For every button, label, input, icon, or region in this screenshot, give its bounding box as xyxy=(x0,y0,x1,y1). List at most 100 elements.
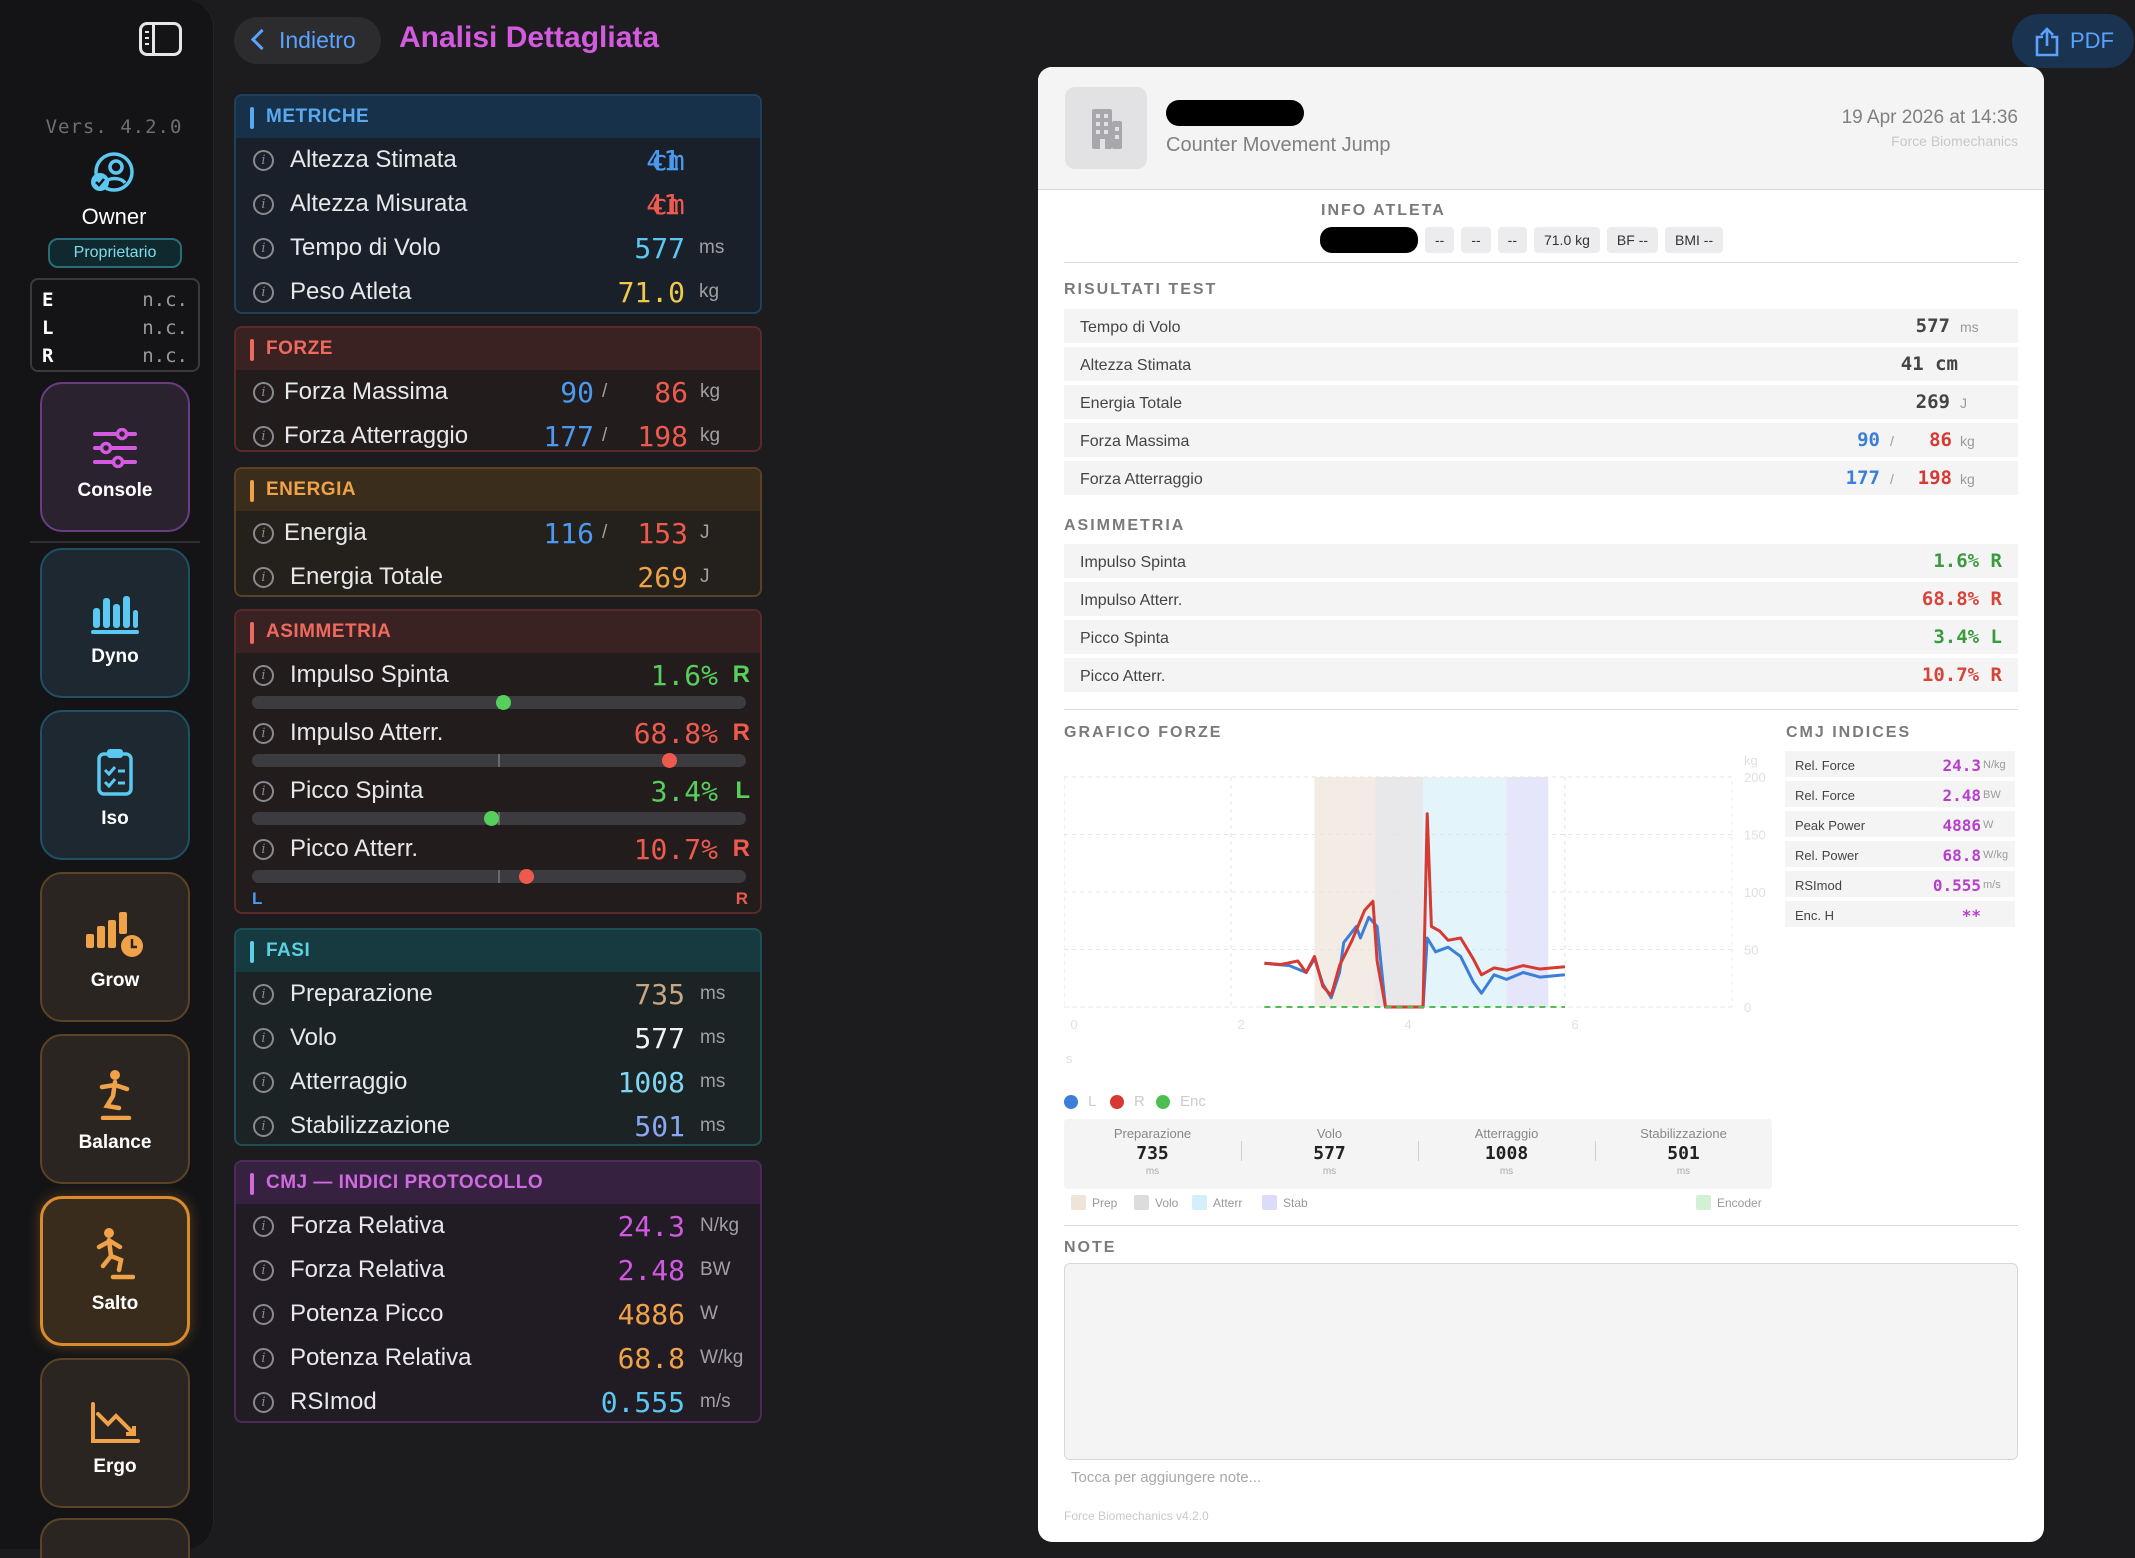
nav-console-button[interactable]: Console xyxy=(40,382,190,532)
y-tick-label: 150 xyxy=(1744,828,1766,843)
series-line-r xyxy=(1264,812,1566,1009)
y-tick-label: 100 xyxy=(1744,885,1766,900)
pdf-export-button[interactable]: PDF xyxy=(2012,14,2134,68)
asym-row: Picco Atterr. 10.7% R xyxy=(1064,658,2018,694)
asym-side: R xyxy=(732,661,750,688)
notes-placeholder: Tocca per aggiungere note... xyxy=(1071,1469,1262,1486)
index-row: Rel. Force 2.48 BW xyxy=(1785,781,2015,809)
info-icon[interactable]: i xyxy=(253,665,274,686)
section-title-notes: NOTE xyxy=(1064,1239,1117,1256)
metric-value: 41 xyxy=(646,187,680,221)
info-icon[interactable]: i xyxy=(253,839,274,860)
nav-grow-button[interactable]: Grow xyxy=(40,872,190,1022)
back-button[interactable]: Indietro xyxy=(234,17,381,64)
card-cmj-indici: CMJ — INDICI PROTOCOLLO i Forza Relativa 2… xyxy=(234,1160,762,1423)
sidebar-toggle-icon[interactable] xyxy=(139,22,182,56)
growth-chart-icon xyxy=(86,912,143,957)
nav-dyno-button[interactable]: Dyno xyxy=(40,548,190,698)
metric-row: i Forza Relativa 24.3 N/kg xyxy=(236,1204,760,1248)
metric-row: i Volo 577 ms xyxy=(236,1016,760,1060)
info-icon[interactable]: i xyxy=(253,238,274,259)
x-tick-label: 0 xyxy=(1070,1017,1077,1032)
separator: / xyxy=(602,381,608,402)
result-row: Forza Atterraggio 177/198 kg xyxy=(1064,461,2018,497)
metric-row: i Peso Atleta 71.0 kg xyxy=(236,270,760,312)
info-icon[interactable]: i xyxy=(253,567,274,588)
info-icon[interactable]: i xyxy=(253,1116,274,1137)
asym-row: i Impulso Atterr. 68.8% R xyxy=(236,711,760,755)
info-icon[interactable]: i xyxy=(253,382,274,403)
asym-row: i Picco Spinta 3.4% L xyxy=(236,769,760,813)
card-title: CMJ — INDICI PROTOCOLLO xyxy=(236,1162,760,1204)
left-value: 116 xyxy=(543,516,594,550)
back-label: Indietro xyxy=(279,27,356,53)
section-title-results: RISULTATI TEST xyxy=(1064,281,1218,298)
result-row: Forza Massima 90/86 kg xyxy=(1064,423,2018,459)
x-tick-label: 6 xyxy=(1571,1017,1578,1032)
info-icon[interactable]: i xyxy=(253,426,274,447)
asym-row: i Impulso Spinta 1.6% R xyxy=(236,653,760,697)
info-icon[interactable]: i xyxy=(253,1392,274,1413)
asym-value: 1.6% xyxy=(650,658,718,692)
asym-bar-dot xyxy=(495,695,511,710)
notes-input[interactable] xyxy=(1064,1263,2018,1460)
info-chip: BMI -- xyxy=(1665,227,1724,253)
metric-value: 735 xyxy=(634,977,685,1011)
divider xyxy=(1064,709,2018,710)
info-icon[interactable]: i xyxy=(253,1260,274,1281)
asym-value: 10.7% xyxy=(633,832,718,866)
info-icon[interactable]: i xyxy=(253,523,274,544)
card-title: METRICHE xyxy=(236,96,760,138)
info-icon[interactable]: i xyxy=(253,282,274,303)
asym-bar xyxy=(252,811,746,826)
left-value: 177 xyxy=(543,419,594,452)
report-header: Counter Movement Jump 19 Apr 2026 at 14:… xyxy=(1038,67,2044,190)
swatch-stab: Stab xyxy=(1262,1195,1308,1210)
info-icon[interactable]: i xyxy=(253,1304,274,1325)
info-chip: -- xyxy=(1497,227,1527,253)
card-fasi: FASI i Preparazione 735 ms i Volo 577 ms i Atte… xyxy=(234,928,762,1146)
nav-balance-button[interactable]: Balance xyxy=(40,1034,190,1184)
info-icon[interactable]: i xyxy=(253,150,274,171)
redacted-chip xyxy=(1320,227,1418,253)
info-icon[interactable]: i xyxy=(253,194,274,215)
y-tick-label: 0 xyxy=(1744,1000,1751,1015)
metric-value: 501 xyxy=(634,1109,685,1143)
metric-value: 24.3 xyxy=(617,1209,685,1243)
report-preview: Counter Movement Jump 19 Apr 2026 at 14:… xyxy=(1038,67,2044,1542)
info-icon[interactable]: i xyxy=(253,984,274,1005)
asym-bar-dot xyxy=(518,869,534,884)
info-icon[interactable]: i xyxy=(253,723,274,744)
info-icon[interactable]: i xyxy=(253,1348,274,1369)
nav-salto-button[interactable]: Salto xyxy=(40,1196,190,1346)
section-title-info: INFO ATLETA xyxy=(1321,202,1446,219)
nav-ergo-button[interactable]: Ergo xyxy=(40,1358,190,1508)
info-icon[interactable]: i xyxy=(253,1216,274,1237)
swatch-prep: Prep xyxy=(1071,1195,1117,1210)
asym-row: Impulso Atterr. 68.8% R xyxy=(1064,582,2018,618)
phase-item: Stabilizzazione 501 ms xyxy=(1640,1126,1727,1177)
metric-unit: cm xyxy=(651,187,685,221)
divider xyxy=(1064,262,2018,263)
sliders-icon xyxy=(93,428,137,468)
info-icon[interactable]: i xyxy=(253,1028,274,1049)
page-title: Analisi Dettagliata xyxy=(399,21,660,54)
metric-row: i Altezza Stimata 41 cm xyxy=(236,138,760,182)
nav-more-button[interactable] xyxy=(40,1518,190,1558)
asym-bar-center xyxy=(498,812,500,825)
metric-row: i Stabilizzazione 501 ms xyxy=(236,1104,760,1144)
metric-unit: BW xyxy=(700,1259,731,1280)
chevron-left-icon xyxy=(250,28,273,51)
info-chip: 71.0 kg xyxy=(1533,227,1600,253)
result-row: Energia Totale 269 J xyxy=(1064,385,2018,421)
result-row: Altezza Stimata 41 cm xyxy=(1064,347,2018,383)
right-value: 153 xyxy=(637,516,688,550)
info-icon[interactable]: i xyxy=(253,1072,274,1093)
phase-separator xyxy=(1418,1141,1419,1161)
nav-iso-button[interactable]: Iso xyxy=(40,710,190,860)
building-icon xyxy=(1065,87,1147,169)
metric-value: 41 xyxy=(646,143,680,177)
info-icon[interactable]: i xyxy=(253,781,274,802)
